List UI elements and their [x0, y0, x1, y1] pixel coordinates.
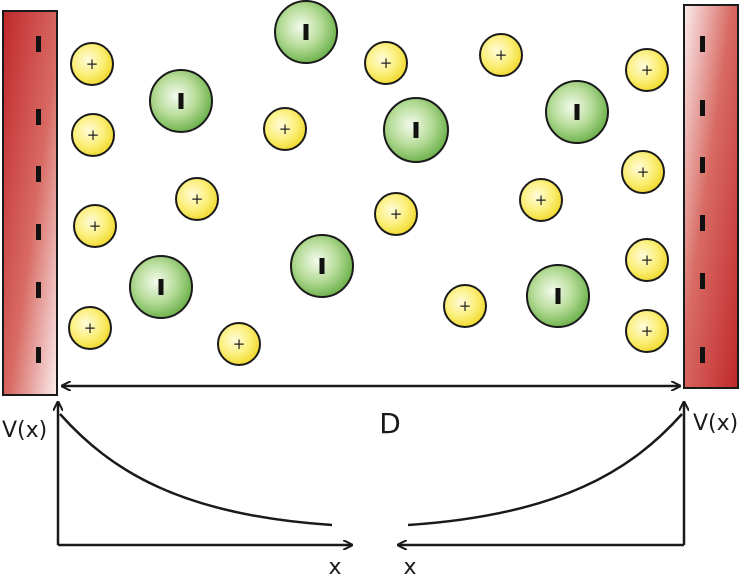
- distance-label: D: [379, 407, 401, 440]
- left-potential-label: V(x): [2, 418, 47, 443]
- electrode-charge-mark: [700, 215, 705, 231]
- anion-icon: [526, 264, 590, 328]
- electrode-charge-mark: [36, 224, 41, 240]
- anion-icon: [383, 97, 449, 163]
- left-electrode-plate: [2, 10, 58, 396]
- svg-text:+: +: [233, 335, 246, 353]
- cation-icon: +: [263, 107, 307, 151]
- electrode-charge-mark: [36, 36, 41, 52]
- right-electrode: [683, 4, 739, 389]
- cation-icon: +: [374, 192, 418, 236]
- cation-icon: +: [175, 177, 219, 221]
- svg-text:+: +: [641, 322, 654, 340]
- svg-text:+: +: [380, 54, 393, 72]
- svg-text:+: +: [535, 191, 548, 209]
- right-potential-curve: [407, 413, 683, 527]
- right-potential-plot: V(x) x: [398, 402, 738, 580]
- anion-group: [129, 0, 609, 328]
- anion-icon: [290, 234, 354, 298]
- cation-icon: +: [443, 284, 487, 328]
- left-potential-curve: [59, 413, 333, 527]
- anion-icon: [149, 69, 213, 133]
- electrode-charge-mark: [36, 347, 41, 363]
- electrode-charge-mark: [700, 347, 705, 363]
- right-potential-label: V(x): [693, 411, 738, 436]
- cation-icon: +: [621, 150, 665, 194]
- svg-text:+: +: [495, 46, 508, 64]
- svg-text:+: +: [641, 61, 654, 79]
- right-x-axis-label: x: [403, 555, 416, 579]
- right-electrode-plate: [683, 4, 739, 389]
- cation-icon: +: [71, 113, 115, 157]
- cation-icon: +: [364, 41, 408, 85]
- svg-text:+: +: [459, 297, 472, 315]
- svg-text:+: +: [89, 217, 102, 235]
- anion-icon: [545, 80, 609, 144]
- svg-text:+: +: [191, 190, 204, 208]
- cation-icon: +: [479, 33, 523, 77]
- electrode-charge-mark: [36, 109, 41, 125]
- svg-text:+: +: [86, 55, 99, 73]
- svg-text:+: +: [637, 163, 650, 181]
- right-electrode-charges: [700, 36, 705, 363]
- cation-icon: +: [70, 42, 114, 86]
- cation-icon: +: [625, 238, 669, 282]
- left-electrode: [2, 10, 58, 396]
- svg-text:+: +: [390, 205, 403, 223]
- svg-text:+: +: [87, 126, 100, 144]
- anion-icon: [129, 255, 193, 319]
- electrode-charge-mark: [700, 273, 705, 289]
- cation-group: + + + + + + + + + + + + + + + +: [68, 33, 669, 366]
- electrode-charge-mark: [36, 282, 41, 298]
- cation-icon: +: [625, 48, 669, 92]
- svg-text:+: +: [84, 319, 97, 337]
- left-electrode-charges: [36, 36, 41, 363]
- cation-icon: +: [217, 322, 261, 366]
- cation-icon: +: [73, 204, 117, 248]
- electrode-charge-mark: [700, 36, 705, 52]
- anion-icon: [274, 0, 338, 64]
- left-potential-plot: V(x) x: [2, 402, 352, 580]
- cation-icon: +: [68, 306, 112, 350]
- svg-text:+: +: [279, 120, 292, 138]
- electrode-charge-mark: [700, 157, 705, 173]
- left-x-axis-label: x: [328, 555, 341, 579]
- electrode-charge-mark: [700, 100, 705, 116]
- cation-icon: +: [519, 178, 563, 222]
- electrode-charge-mark: [36, 166, 41, 182]
- cation-icon: +: [625, 309, 669, 353]
- svg-text:+: +: [641, 251, 654, 269]
